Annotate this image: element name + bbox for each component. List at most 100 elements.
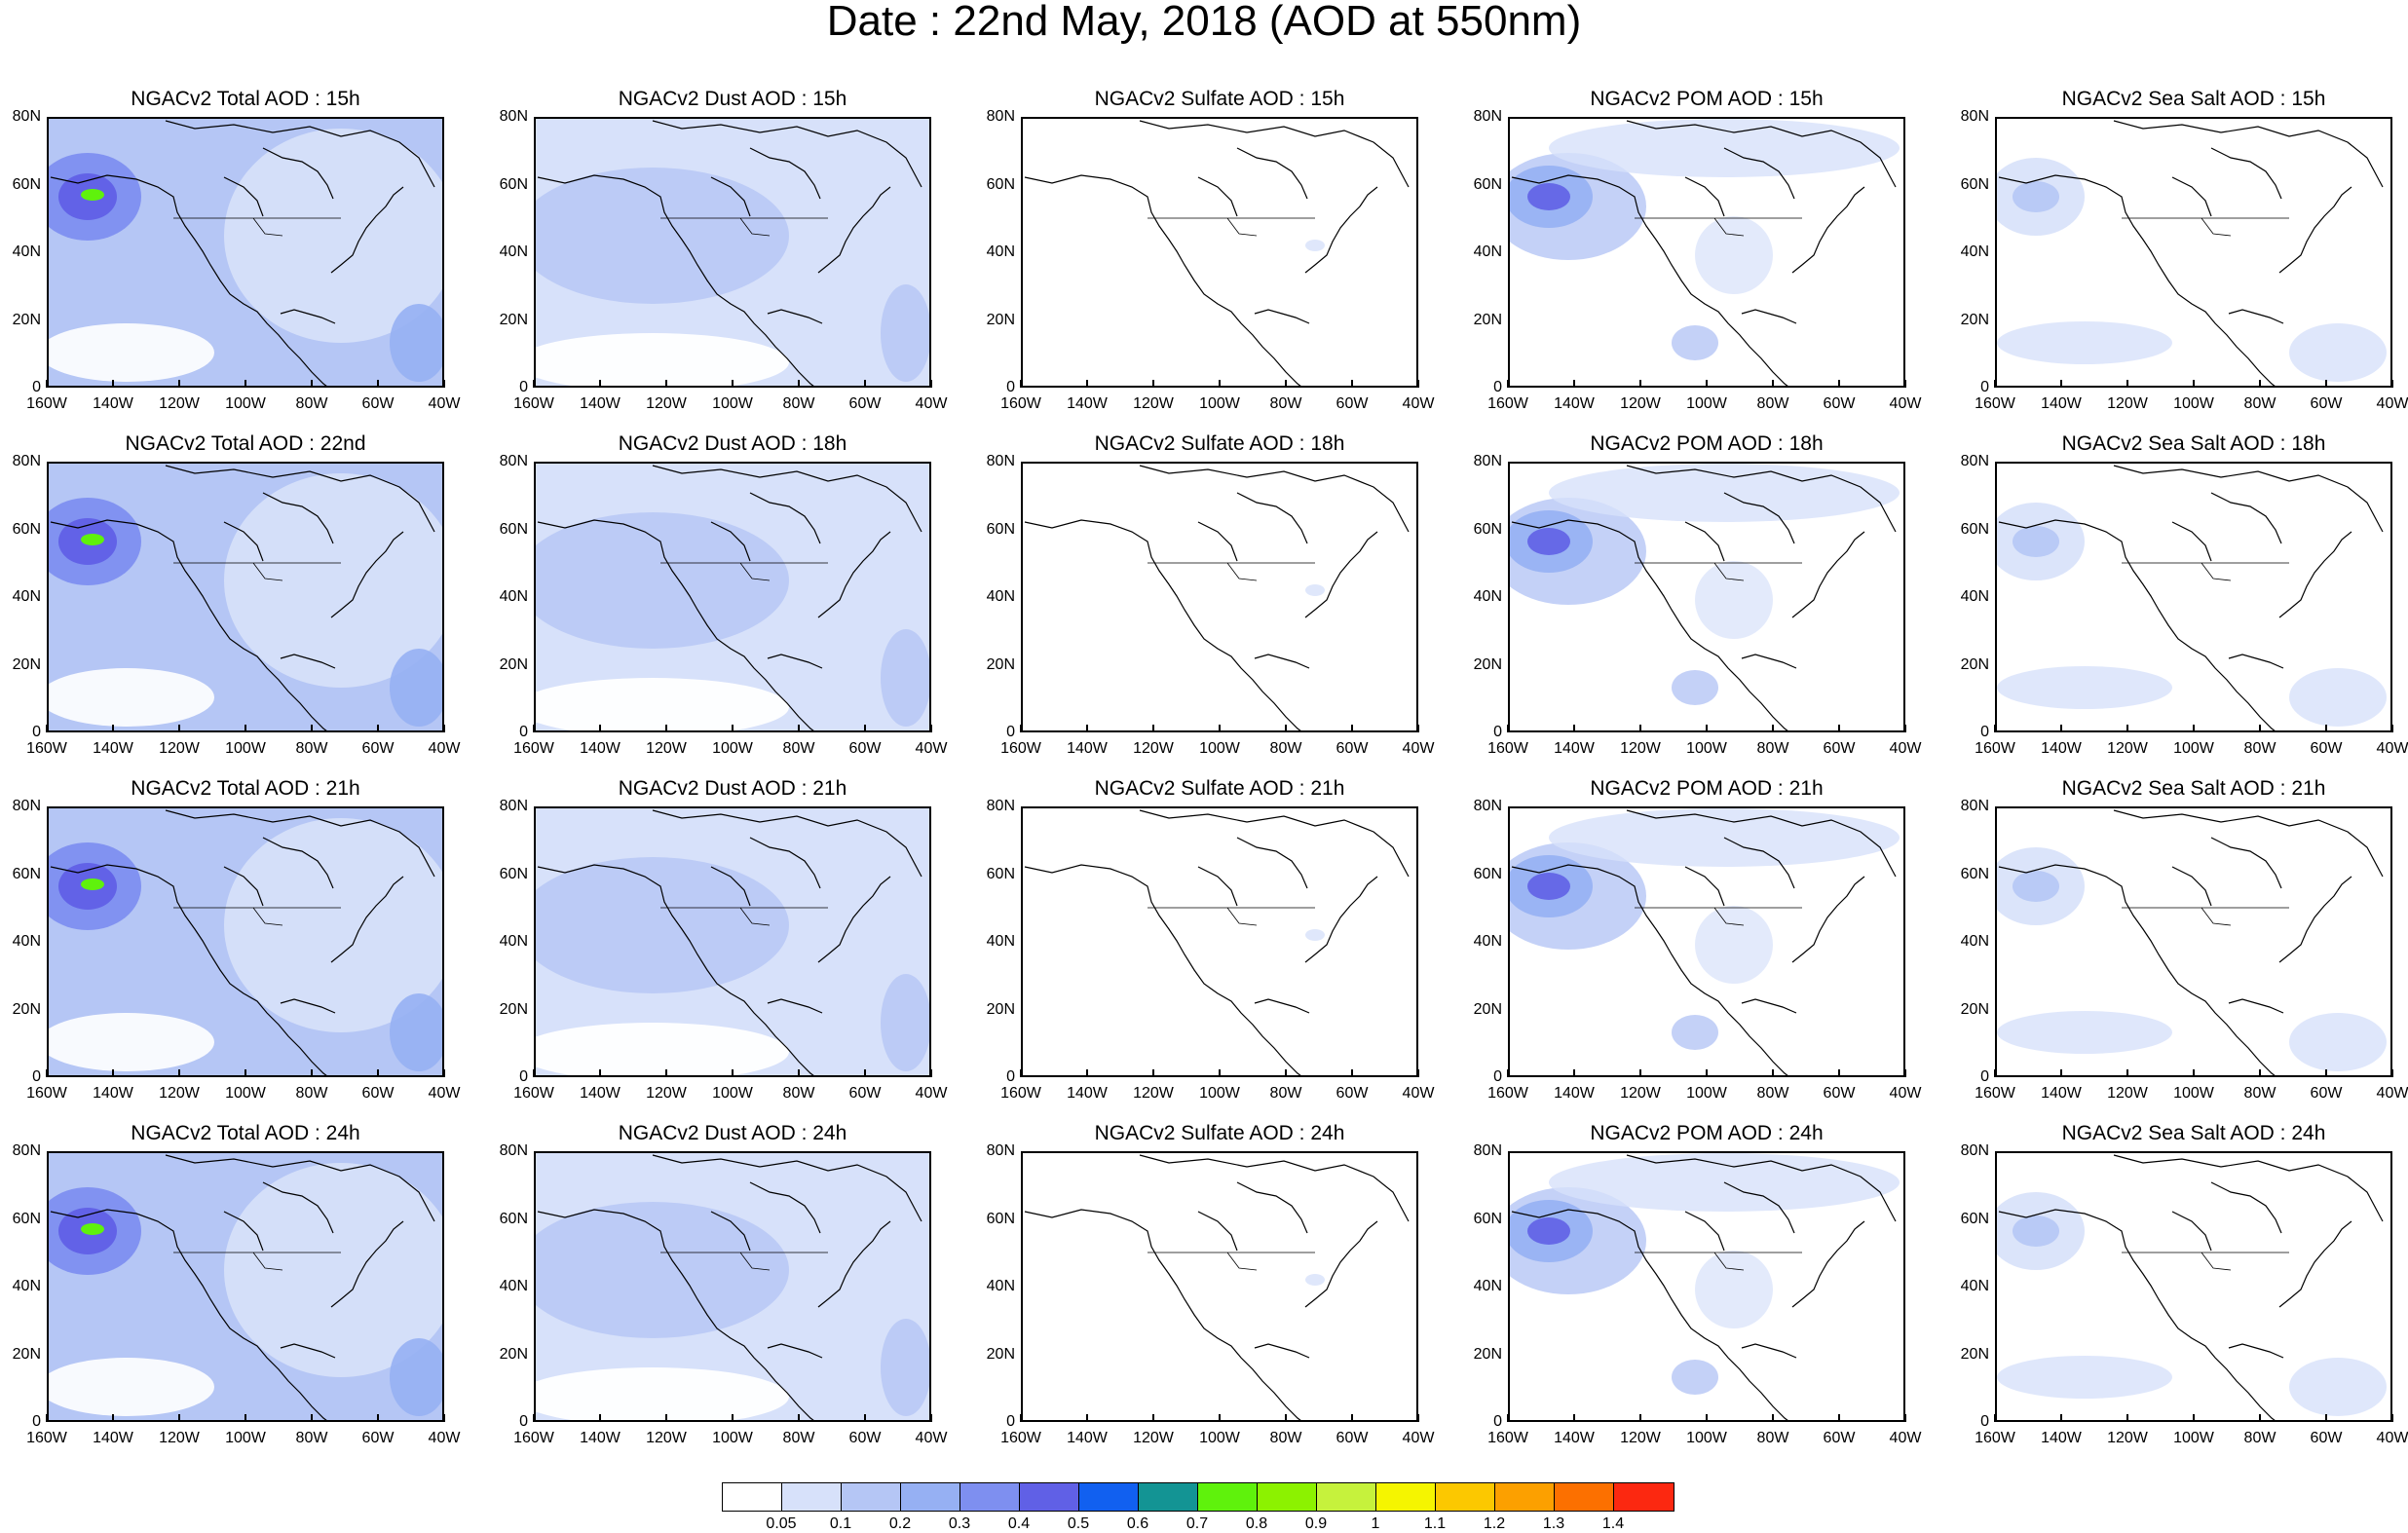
x-tick-label: 160W — [26, 1430, 67, 1446]
x-tick — [1904, 1414, 1906, 1422]
x-tick-label: 80W — [2243, 1085, 2276, 1102]
y-tick-label: 40N — [1960, 933, 1989, 950]
x-tick-label: 120W — [1133, 1430, 1174, 1446]
y-tick-label: 80N — [1960, 1142, 1989, 1159]
x-tick — [1417, 1414, 1419, 1422]
x-tick — [1086, 1069, 1088, 1077]
panel-title: NGACv2 Sulfate AOD : 15h — [1094, 88, 1345, 110]
x-tick-label: 120W — [1620, 395, 1661, 412]
x-tick — [798, 1069, 800, 1077]
aod-field — [1305, 240, 1325, 251]
colorbar-label: 1.4 — [1601, 1515, 1625, 1532]
x-tick-label: 140W — [580, 1085, 621, 1102]
x-tick-label: 120W — [2107, 740, 2148, 757]
x-tick-label: 40W — [915, 740, 948, 757]
y-tick-label: 60N — [1473, 1210, 1502, 1227]
x-tick — [1772, 1069, 1774, 1077]
x-tick-label: 140W — [1554, 740, 1595, 757]
aod-field — [1510, 119, 1900, 360]
country-border — [660, 562, 828, 581]
x-tick — [245, 1414, 246, 1422]
panel-title: NGACv2 Dust AOD : 15h — [618, 88, 847, 110]
x-tick — [732, 380, 734, 388]
x-tick — [930, 1414, 932, 1422]
x-tick-label: 80W — [295, 1430, 328, 1446]
x-tick — [533, 380, 535, 388]
x-tick-label: 40W — [1402, 740, 1435, 757]
coastline — [50, 1154, 435, 1420]
aod-field — [536, 464, 929, 730]
x-tick — [1285, 1069, 1287, 1077]
panel-title: NGACv2 POM AOD : 15h — [1590, 88, 1824, 110]
x-tick — [2193, 1069, 2195, 1077]
y-tick-label: 40N — [499, 588, 528, 605]
map-panel-seasalt — [1995, 1151, 2392, 1422]
colorbar-box — [1317, 1483, 1376, 1511]
x-tick-label: 40W — [1889, 395, 1922, 412]
y-tick-label: 20N — [1473, 1345, 1502, 1363]
colorbar-box — [1079, 1483, 1139, 1511]
main-title: Date : 22nd May, 2018 (AOD at 550nm) — [826, 0, 1582, 45]
y-tick-label: 80N — [1960, 453, 1989, 469]
y-tick-label: 20N — [1473, 655, 1502, 673]
x-tick-label: 100W — [1686, 1430, 1727, 1446]
map-panel-pom — [1508, 1151, 1905, 1422]
x-tick — [377, 1414, 379, 1422]
coastline — [1024, 120, 1410, 386]
x-tick — [311, 1069, 313, 1077]
x-tick-label: 60W — [361, 1430, 395, 1446]
x-tick — [2060, 1069, 2062, 1077]
colorbar-box — [842, 1483, 901, 1511]
x-tick — [1152, 380, 1154, 388]
x-tick-label: 120W — [646, 740, 687, 757]
x-tick — [178, 1069, 180, 1077]
x-tick — [1639, 380, 1641, 388]
y-tick-label: 60N — [1960, 1210, 1989, 1227]
map-field — [1510, 808, 1900, 1075]
x-tick-label: 60W — [2310, 1430, 2343, 1446]
x-tick — [2126, 380, 2128, 388]
x-tick — [1086, 380, 1088, 388]
x-tick — [1994, 1069, 1996, 1077]
map-panel-pom — [1508, 806, 1905, 1077]
x-tick — [2060, 380, 2062, 388]
coastline — [1024, 809, 1410, 1075]
country-border — [1635, 562, 1802, 581]
y-tick-label: 0 — [32, 379, 41, 395]
x-tick — [798, 380, 800, 388]
x-tick — [1994, 380, 1996, 388]
x-tick-label: 80W — [295, 1085, 328, 1102]
panel-title: NGACv2 Sulfate AOD : 24h — [1094, 1122, 1345, 1144]
country-border — [173, 907, 341, 926]
x-tick — [1507, 1414, 1509, 1422]
panel-title: NGACv2 Sulfate AOD : 21h — [1094, 777, 1345, 800]
x-tick — [1020, 1414, 1022, 1422]
x-tick — [1285, 1414, 1287, 1422]
x-tick-label: 140W — [1067, 740, 1108, 757]
x-tick — [1639, 1414, 1641, 1422]
colorbar-label: 0.3 — [948, 1515, 971, 1532]
colorbar-box — [1139, 1483, 1198, 1511]
x-tick — [533, 725, 535, 732]
x-tick-label: 160W — [1487, 1430, 1528, 1446]
panel-title: NGACv2 Dust AOD : 21h — [618, 777, 847, 800]
aod-field — [49, 808, 442, 1075]
x-tick — [2325, 1414, 2327, 1422]
y-tick-label: 60N — [1960, 520, 1989, 538]
x-tick-label: 140W — [1554, 1085, 1595, 1102]
country-border — [173, 1252, 341, 1271]
x-tick-label: 160W — [26, 740, 67, 757]
x-tick — [112, 1414, 114, 1422]
x-tick-label: 40W — [428, 395, 461, 412]
y-tick-label: 80N — [1473, 1142, 1502, 1159]
y-tick-label: 0 — [1493, 379, 1502, 395]
colorbar-label: 1.2 — [1483, 1515, 1506, 1532]
x-tick — [1351, 1414, 1353, 1422]
colorbar-label: 0.1 — [829, 1515, 852, 1532]
x-tick — [1706, 725, 1708, 732]
x-tick — [798, 1414, 800, 1422]
y-tick-label: 20N — [12, 655, 41, 673]
x-tick-label: 120W — [159, 740, 200, 757]
colorbar-label: 0.05 — [766, 1515, 797, 1532]
aod-field — [1997, 847, 2387, 1071]
